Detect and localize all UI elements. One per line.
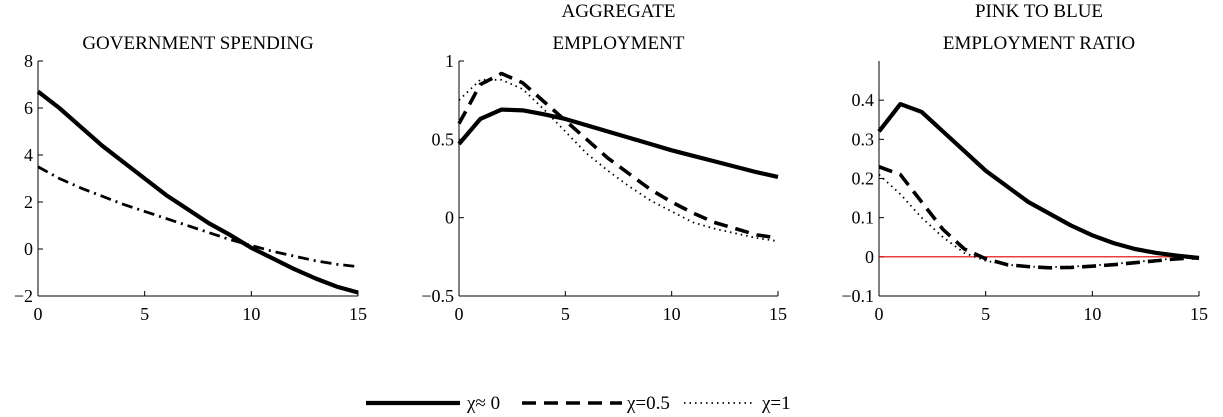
chart-title-line: EMPLOYMENT RATIO	[943, 33, 1135, 54]
chart-title-line: EMPLOYMENT	[553, 33, 685, 54]
y-tick-label: 0.5	[432, 129, 455, 149]
y-tick-label: 0	[24, 239, 33, 259]
y-tick-label: 0	[445, 208, 454, 228]
x-tick-label: 0	[34, 304, 43, 324]
y-tick-label: −2	[14, 286, 33, 306]
legend: χ≈ 0 χ=0.5 χ=1	[366, 393, 791, 414]
y-tick-label: 0	[865, 247, 874, 267]
x-tick-label: 5	[981, 304, 990, 324]
chart-title-line: GOVERNMENT SPENDING	[82, 33, 314, 54]
y-tick-label: 2	[24, 192, 33, 212]
x-tick-label: 15	[349, 304, 367, 324]
y-tick-label: 8	[24, 51, 33, 71]
y-tick-label: −0.1	[841, 286, 874, 306]
series-line-dashed	[457, 71, 779, 240]
series-line-dotted	[878, 173, 1200, 268]
series-line-dashdot	[37, 165, 359, 269]
series-line-solid	[457, 107, 779, 179]
x-tick-label: 5	[140, 304, 149, 324]
legend-label: χ=0.5	[626, 393, 670, 414]
y-tick-label: 0.3	[852, 129, 875, 149]
y-tick-label: 0.2	[852, 169, 875, 189]
chart-title-line: PINK TO BLUE	[975, 1, 1103, 22]
y-tick-label: 0.4	[852, 90, 875, 110]
y-tick-label: 4	[24, 145, 33, 165]
legend-label: χ=1	[761, 393, 791, 414]
x-tick-label: 10	[663, 304, 681, 324]
y-tick-label: −0.5	[421, 286, 454, 306]
y-tick-label: 6	[24, 98, 33, 118]
x-tick-label: 10	[1083, 304, 1101, 324]
y-tick-label: 1	[445, 51, 454, 71]
chart-title-line: AGGREGATE	[562, 1, 676, 22]
x-tick-label: 15	[1190, 304, 1208, 324]
x-tick-label: 5	[561, 304, 570, 324]
series-line-dotted	[458, 78, 779, 243]
x-tick-label: 0	[875, 304, 884, 324]
x-tick-label: 0	[455, 304, 464, 324]
y-tick-label: 0.1	[852, 208, 875, 228]
x-tick-label: 15	[769, 304, 787, 324]
x-tick-label: 10	[242, 304, 260, 324]
series-line-solid	[36, 89, 359, 295]
series-line-solid	[877, 101, 1200, 261]
legend-label: χ≈ 0	[466, 393, 500, 414]
